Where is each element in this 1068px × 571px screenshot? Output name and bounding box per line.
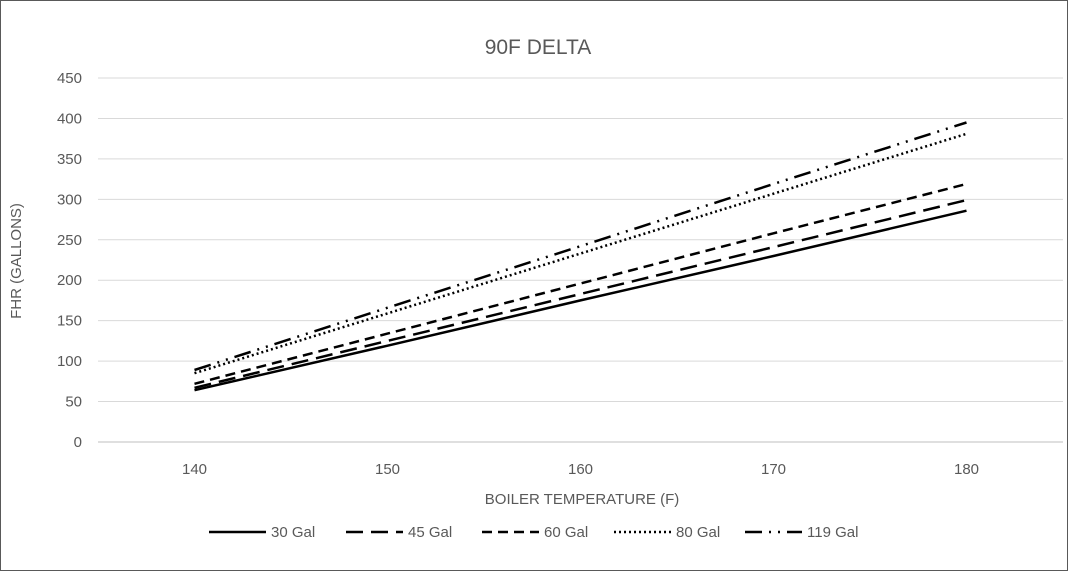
series-lines <box>194 121 967 392</box>
x-tick-label: 160 <box>568 461 593 478</box>
legend-label: 45 Gal <box>408 524 452 541</box>
series-line-30-gal <box>194 209 967 392</box>
chart-title: 90F DELTA <box>485 36 592 59</box>
x-tick-labels: 140 150 160 170 180 <box>182 461 979 478</box>
legend-label: 30 Gal <box>271 524 315 541</box>
series-line-45-gal <box>194 198 967 390</box>
y-tick-label: 100 <box>57 353 82 370</box>
legend-label: 60 Gal <box>544 524 588 541</box>
legend-item: 30 Gal <box>209 524 315 541</box>
legend-label: 119 Gal <box>807 524 858 541</box>
y-tick-label: 250 <box>57 232 82 249</box>
y-tick-label: 400 <box>57 110 82 127</box>
y-tick-label: 150 <box>57 313 82 330</box>
x-tick-label: 180 <box>954 461 979 478</box>
legend-item: 80 Gal <box>614 524 720 541</box>
series-line-119-gal <box>194 121 967 372</box>
x-axis-title: BOILER TEMPERATURE (F) <box>485 491 679 508</box>
y-tick-labels: 0 50 100 150 200 250 300 350 400 450 <box>57 70 82 451</box>
y-tick-label: 0 <box>74 434 82 451</box>
series-line-60-gal <box>194 182 967 386</box>
y-tick-label: 50 <box>65 394 82 411</box>
series-line-80-gal <box>194 132 967 375</box>
legend-item: 119 Gal <box>745 524 858 541</box>
y-tick-label: 300 <box>57 191 82 208</box>
y-tick-label: 350 <box>57 151 82 168</box>
legend-item: 60 Gal <box>482 524 588 541</box>
y-axis-title: FHR (GALLONS) <box>8 203 25 319</box>
y-tick-label: 200 <box>57 272 82 289</box>
legend-item: 45 Gal <box>346 524 452 541</box>
gridlines <box>98 77 1063 403</box>
y-tick-label: 450 <box>57 70 82 87</box>
legend: 30 Gal 45 Gal 60 Gal 80 Gal 119 Gal <box>209 524 858 541</box>
x-tick-label: 150 <box>375 461 400 478</box>
legend-label: 80 Gal <box>676 524 720 541</box>
x-tick-label: 140 <box>182 461 207 478</box>
x-tick-label: 170 <box>761 461 786 478</box>
